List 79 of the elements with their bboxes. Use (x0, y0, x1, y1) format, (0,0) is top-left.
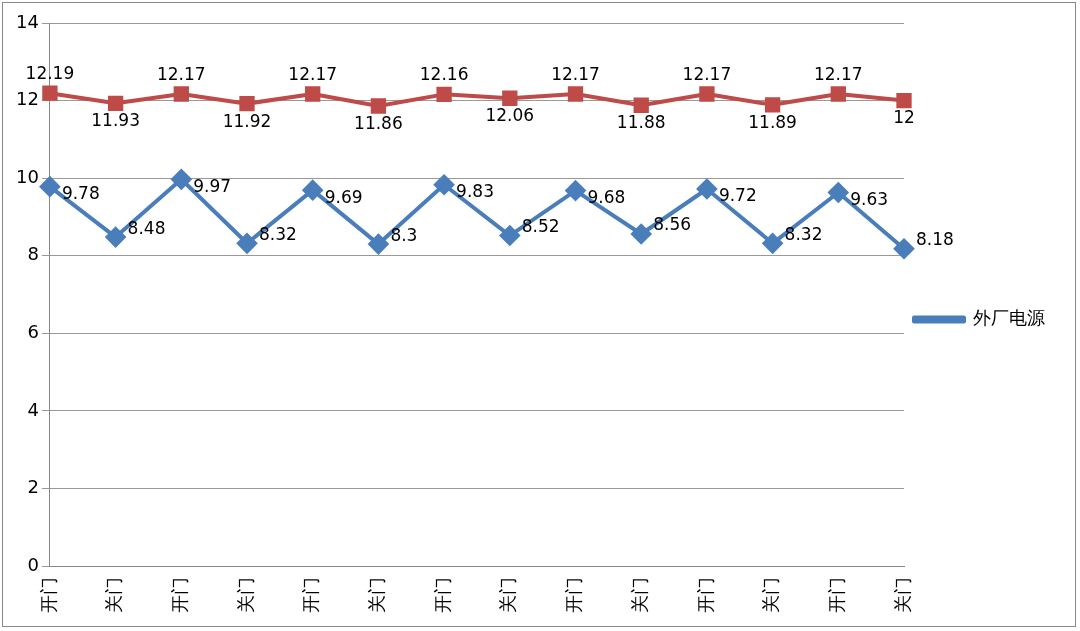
y-tick-label: 10 (16, 165, 39, 187)
data-label: 12.17 (288, 63, 338, 84)
point (830, 86, 846, 102)
point (502, 90, 518, 106)
data-label: 9.83 (456, 181, 494, 202)
point (42, 85, 58, 101)
x-tick-label: 关门 (497, 577, 519, 613)
x-tick-label: 开门 (563, 577, 585, 613)
point (699, 86, 715, 102)
x-tick-label: 开门 (37, 577, 59, 613)
x-tick-label: 关门 (103, 577, 125, 613)
x-tick-label: 开门 (431, 577, 453, 613)
x-tick-label: 开门 (168, 577, 190, 613)
point (894, 238, 914, 259)
data-label: 12.19 (25, 63, 75, 84)
x-tick-label: 关门 (366, 577, 388, 613)
x-tick-label: 开门 (300, 577, 322, 613)
point (631, 223, 652, 244)
point (567, 86, 584, 102)
data-label: 9.97 (193, 175, 232, 196)
data-label: 9.69 (324, 186, 363, 207)
data-label: 8.3 (390, 224, 418, 245)
data-label: 11.88 (616, 112, 666, 133)
data-label: 9.72 (718, 185, 757, 206)
point (370, 98, 387, 114)
data-label: 11.93 (91, 110, 140, 131)
point (896, 92, 912, 109)
data-label: 8.56 (653, 214, 692, 235)
data-label: 12.17 (682, 63, 732, 84)
point (237, 233, 257, 254)
y-tick-label: 8 (27, 243, 39, 265)
point (434, 174, 455, 195)
y-tick-label: 4 (27, 398, 39, 420)
x-tick-label: 开门 (694, 577, 716, 613)
data-label: 9.78 (61, 183, 100, 204)
y-tick-label: 14 (16, 10, 39, 32)
point (565, 180, 586, 201)
legend-label: 外厂电源 (973, 307, 1045, 329)
data-label: 11.89 (748, 111, 797, 132)
y-tick-label: 0 (27, 553, 39, 575)
data-label: 12.17 (551, 63, 600, 84)
data-label: 8.18 (916, 229, 954, 250)
y-tick-label: 2 (27, 476, 39, 498)
x-tick-label: 关门 (760, 577, 782, 613)
point (499, 225, 520, 246)
point (173, 86, 189, 102)
data-label: 8.48 (127, 217, 166, 238)
x-tick-label: 开门 (825, 577, 847, 613)
y-tick-label: 12 (16, 88, 39, 110)
data-label: 8.32 (784, 223, 823, 244)
data-label: 8.52 (521, 215, 560, 236)
data-label: 12 (893, 107, 915, 128)
x-tick-label: 关门 (891, 577, 913, 613)
point (107, 95, 124, 111)
point (105, 227, 126, 248)
data-label: 9.63 (850, 188, 889, 209)
data-label: 8.32 (259, 223, 297, 244)
data-label: 12.16 (419, 64, 469, 85)
data-label: 12.17 (813, 63, 863, 84)
data-label: 12.06 (485, 105, 535, 126)
point (171, 169, 192, 190)
point (368, 234, 389, 255)
data-label: 11.92 (222, 110, 272, 131)
x-tick-label: 关门 (234, 577, 256, 613)
point (239, 96, 255, 112)
data-label: 9.68 (587, 186, 626, 207)
point (762, 233, 783, 254)
y-tick-label: 6 (27, 320, 39, 342)
point (633, 97, 649, 113)
point (764, 97, 781, 113)
point (302, 180, 323, 201)
data-label: 12.17 (156, 63, 206, 84)
point (436, 86, 452, 103)
data-label: 11.86 (354, 112, 403, 133)
point (305, 86, 321, 102)
point (39, 176, 60, 197)
point (696, 179, 717, 199)
x-tick-label: 关门 (628, 577, 650, 613)
point (828, 182, 849, 203)
